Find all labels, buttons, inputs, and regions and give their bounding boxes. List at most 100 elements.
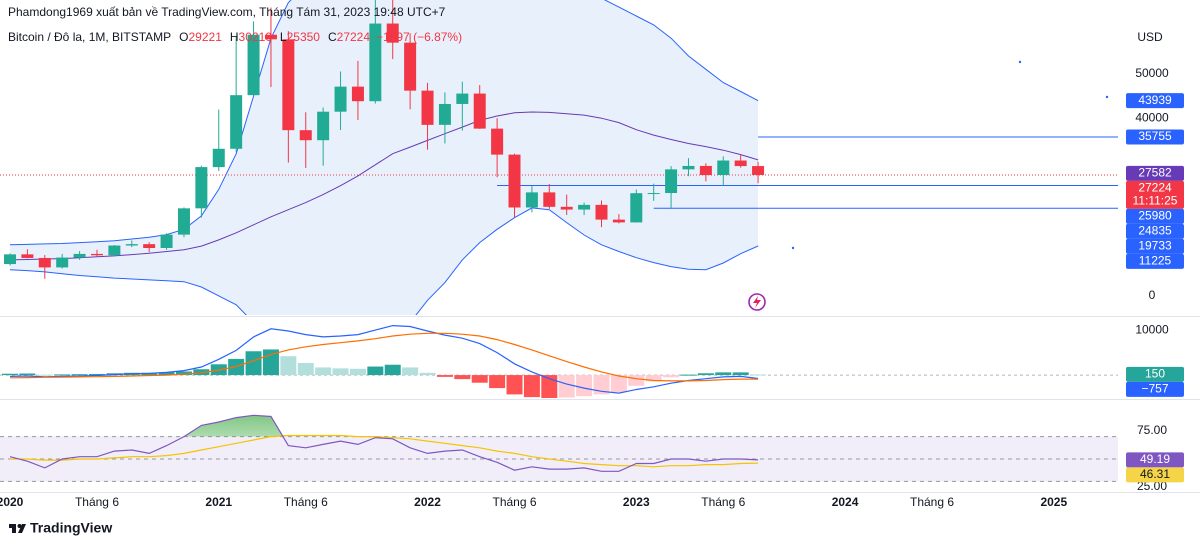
price-badge-label: 150 (1145, 367, 1165, 381)
histogram-bar (54, 374, 71, 376)
legend-item: L (280, 30, 287, 44)
price-badge-label: 46.31 (1140, 467, 1170, 481)
candle-body (525, 192, 538, 208)
histogram-bar (297, 362, 314, 376)
candle-body (508, 154, 521, 208)
price-badge (1126, 366, 1184, 382)
price-badge-label: 27582 (1138, 166, 1172, 180)
brand: TradingView (30, 520, 112, 536)
dot (791, 246, 795, 250)
candle-body (264, 34, 277, 40)
candle-body (73, 253, 86, 258)
histogram-bar (384, 364, 401, 376)
histogram-bar (88, 373, 105, 376)
macd-line (9, 332, 759, 382)
histogram-bar (175, 371, 192, 376)
x-tick-label: 2021 (205, 495, 232, 509)
price-badge (1126, 223, 1184, 239)
price-badge (1126, 238, 1184, 254)
y-tick-label: 75.00 (1137, 423, 1167, 437)
histogram-bar (576, 375, 593, 397)
symbol-legend: Bitcoin / Đô la, 1M, BITSTAMP O29221 H3021… (8, 30, 462, 44)
histogram-bar (593, 375, 610, 395)
axes: 040000500004393935755275822722411:11:252… (0, 66, 1184, 509)
histogram-bar (315, 367, 332, 376)
candle-body (560, 206, 573, 210)
histogram-bar (610, 375, 627, 393)
histogram-bar (332, 368, 349, 376)
candle-body (595, 204, 608, 220)
histogram-bar (71, 374, 88, 376)
legend-item: Bitcoin / Đô la, 1M, BITSTAMP (8, 30, 171, 44)
legend-item: 27224 (337, 30, 371, 44)
candle-body (647, 193, 660, 195)
price-badge-label: 19733 (1138, 239, 1172, 253)
x-tick-label: Tháng 6 (910, 495, 954, 509)
price-badge (1126, 208, 1184, 224)
currency: USD (1137, 30, 1163, 44)
candle-body (438, 103, 451, 125)
candle-body (247, 34, 260, 96)
legend-item: −1997 (−6.87%) (376, 30, 462, 44)
price-badge (1126, 165, 1184, 181)
candle-body (351, 86, 364, 102)
flash-icon[interactable] (748, 293, 766, 311)
candle-body (90, 253, 103, 256)
histogram-bar (489, 375, 506, 389)
y-tick-label: 0 (1149, 288, 1156, 302)
histogram-bar (436, 375, 453, 377)
histogram-bar (419, 372, 436, 376)
histogram-bar (628, 375, 645, 386)
candle-body (38, 257, 51, 268)
histogram-bar (558, 375, 575, 398)
histogram-bar (158, 372, 175, 376)
x-tick-label: 2022 (414, 495, 441, 509)
histogram-bar (2, 373, 18, 376)
candle-body (56, 257, 69, 268)
x-tick-label: Tháng 6 (75, 495, 119, 509)
histogram-bar (523, 375, 540, 398)
candle-body (369, 23, 382, 102)
candle-body (334, 86, 347, 112)
dot (1105, 95, 1109, 99)
price-badge (1126, 129, 1184, 145)
band-line (9, 0, 759, 246)
price-badge-label: 49.19 (1140, 452, 1170, 466)
band-fill (10, 0, 759, 315)
legend-item: H (230, 30, 239, 44)
candle-body (404, 42, 417, 91)
candle-body (195, 167, 208, 209)
price-badge-label: 35755 (1138, 129, 1172, 143)
candle-body (630, 193, 643, 223)
price-badge-label: 27224 (1138, 181, 1172, 195)
histogram-bar (645, 375, 662, 382)
price-badge-label: 25980 (1138, 209, 1172, 223)
legend-item: 29221 (189, 30, 223, 44)
candle-body (386, 23, 399, 43)
histogram-bar (471, 375, 488, 383)
histogram-bar (402, 367, 419, 376)
histogram-bar (19, 373, 36, 376)
price-pane (0, 0, 1118, 315)
x-tick-label: Tháng 6 (492, 495, 536, 509)
y-tick-label: 40000 (1135, 110, 1169, 124)
rsi-line (9, 414, 759, 472)
y-tick-label: 10000 (1135, 322, 1169, 336)
candle-body (21, 254, 34, 258)
candle-body (734, 160, 747, 167)
legend-item: O (179, 30, 188, 44)
candle-body (578, 204, 591, 210)
candle-body (108, 245, 121, 256)
histogram-bar (506, 375, 523, 395)
histogram-bar (663, 375, 680, 378)
x-tick-label: 2024 (832, 495, 859, 509)
candle-body (752, 166, 765, 175)
price-badge (1126, 180, 1184, 209)
histogram-bar (367, 366, 384, 376)
rsi-band (0, 436, 1118, 482)
histogram-bar (732, 372, 749, 376)
histogram-bar (280, 356, 297, 376)
dot (1018, 60, 1022, 64)
x-tick-label: 2023 (623, 495, 650, 509)
candle-body (299, 130, 312, 141)
